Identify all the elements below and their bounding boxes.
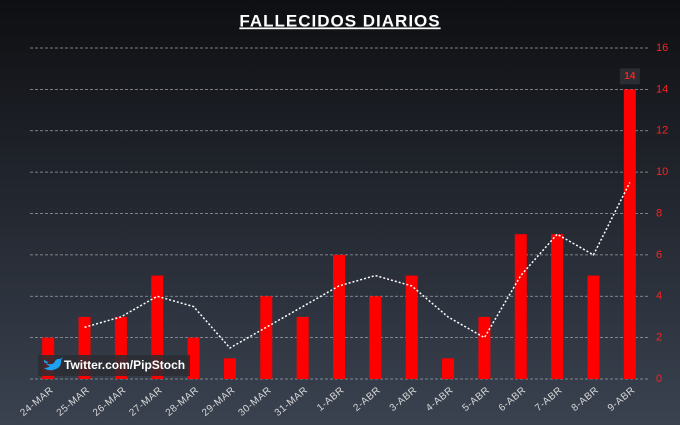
bar bbox=[223, 358, 236, 379]
watermark-text: Twitter.com/PipStoch bbox=[64, 358, 185, 372]
y-tick-label: 4 bbox=[656, 290, 662, 302]
y-tick-label: 12 bbox=[656, 125, 668, 137]
twitter-icon bbox=[44, 357, 63, 371]
bar bbox=[551, 234, 564, 379]
y-tick-label: 10 bbox=[656, 166, 668, 178]
watermark-box bbox=[38, 355, 190, 376]
y-tick-label: 8 bbox=[656, 207, 662, 219]
bar bbox=[405, 275, 418, 379]
bar bbox=[369, 296, 382, 379]
data-label-box bbox=[619, 68, 640, 85]
bar bbox=[333, 254, 345, 379]
watermark: Twitter.com/PipStoch bbox=[38, 355, 190, 376]
bar bbox=[478, 316, 491, 379]
y-tick-label: 6 bbox=[656, 249, 662, 261]
bar bbox=[587, 275, 600, 379]
data-label: 14 bbox=[624, 71, 636, 82]
y-tick-label: 0 bbox=[656, 373, 662, 385]
moving-average-line bbox=[84, 182, 631, 349]
bar bbox=[296, 316, 309, 379]
y-tick-label: 2 bbox=[656, 332, 662, 344]
bar bbox=[623, 89, 636, 379]
bar bbox=[260, 296, 273, 379]
bar bbox=[151, 275, 164, 379]
bar bbox=[442, 358, 455, 379]
y-tick-label: 14 bbox=[656, 83, 668, 95]
bar bbox=[187, 337, 200, 379]
chart-title: FALLECIDOS DIARIOS bbox=[239, 11, 440, 30]
bar bbox=[514, 234, 527, 379]
y-tick-label: 16 bbox=[656, 42, 668, 54]
